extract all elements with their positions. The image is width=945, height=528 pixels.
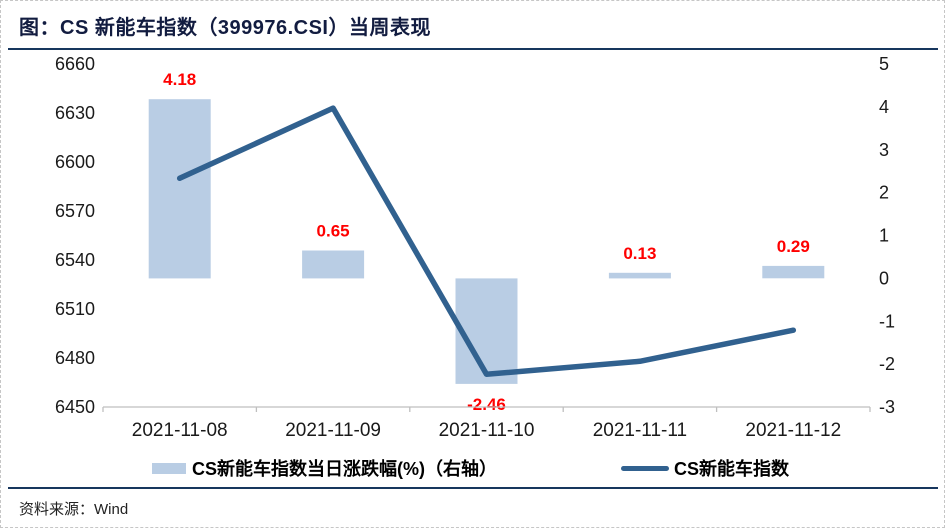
left-axis-tick-label: 6600 [55, 152, 95, 172]
bar-2021-11-08 [148, 99, 211, 279]
figure-header: 图：CS 新能车指数（399976.CSI）当周表现 [8, 1, 938, 50]
right-axis-tick-label: 4 [879, 97, 889, 117]
bar-data-label: 0.13 [623, 244, 656, 263]
right-axis-tick-label: 0 [879, 268, 889, 288]
line-series-label: CS新能车指数 [674, 459, 790, 479]
bar-series-label: CS新能车指数当日涨跌幅(%)（右轴） [192, 459, 497, 479]
bar-2021-11-09 [302, 250, 365, 279]
index-line [176, 105, 797, 378]
left-axis-tick-label: 6450 [55, 397, 95, 417]
left-axis-tick-label: 6510 [55, 299, 95, 319]
left-axis-tick-label: 6660 [55, 54, 95, 74]
bar-data-label: 4.18 [163, 70, 196, 89]
left-axis-tick-label: 6480 [55, 348, 95, 368]
x-axis-category-label: 2021-11-08 [132, 420, 228, 441]
bar-data-label: -2.46 [467, 395, 506, 414]
figure-title: 图：CS 新能车指数（399976.CSI）当周表现 [19, 17, 431, 39]
right-axis-tick-label: 5 [879, 54, 889, 74]
right-axis-tick-label: 3 [879, 140, 889, 160]
right-axis-tick-label: -1 [879, 311, 895, 331]
bar-data-label: 0.29 [777, 237, 810, 256]
source-value: Wind [94, 501, 129, 518]
right-axis-tick-label: 1 [879, 226, 889, 246]
left-axis-tick-label: 6630 [55, 103, 95, 123]
bar-2021-11-10 [455, 278, 518, 384]
x-axis-category-label: 2021-11-12 [745, 420, 841, 441]
left-axis-tick-label: 6570 [55, 201, 95, 221]
right-axis-tick-label: 2 [879, 183, 889, 203]
right-axis-tick-label: -2 [879, 354, 895, 374]
bar-series-swatch [152, 462, 186, 474]
chart-legend: CS新能车指数当日涨跌幅(%)（右轴） CS新能车指数 [1, 453, 945, 481]
legend-entry-line: CS新能车指数 [621, 455, 789, 481]
left-axis-tick-label: 6540 [55, 250, 95, 270]
legend-entry-bar: CS新能车指数当日涨跌幅(%)（右轴） [152, 455, 497, 481]
bar-data-label: 0.65 [317, 222, 350, 241]
x-axis-category-label: 2021-11-09 [285, 420, 381, 441]
data-source: 资料来源：Wind [19, 498, 128, 519]
footer-divider [8, 487, 938, 489]
x-axis-category-label: 2021-11-10 [439, 420, 535, 441]
combo-chart: 4.18 0.65 -2.46 0.13 0.29 6660 6630 6600 6570 654… [55, 54, 895, 441]
bar-2021-11-11 [608, 272, 671, 279]
line-series-swatch [621, 465, 669, 471]
source-label: 资料来源： [19, 502, 95, 518]
bar-2021-11-12 [762, 265, 825, 279]
x-axis-category-label: 2021-11-11 [593, 420, 687, 441]
right-axis-tick-label: -3 [879, 397, 895, 417]
